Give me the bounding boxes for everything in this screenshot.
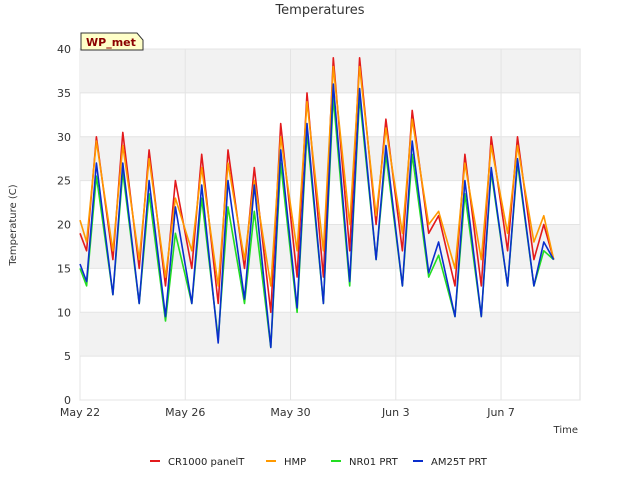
badge-label: WP_met xyxy=(86,36,136,49)
wp-met-badge: WP_met xyxy=(80,32,144,51)
legend-item: NR01 PRT xyxy=(331,457,399,468)
grid-band xyxy=(81,312,579,357)
y-tick-label: 30 xyxy=(57,131,71,144)
y-tick-label: 0 xyxy=(64,394,71,407)
legend: CR1000 panelT HMP NR01 PRT AM25T PRT xyxy=(150,457,488,468)
legend-label: HMP xyxy=(284,457,306,468)
grid-bands xyxy=(81,49,579,357)
y-tick-label: 5 xyxy=(64,350,71,363)
y-axis-label: Temperature (C) xyxy=(8,184,19,266)
x-axis-ticks: May 22 May 26 May 30 Jun 3 Jun 7 xyxy=(60,406,515,419)
y-tick-label: 10 xyxy=(57,306,71,319)
series-line-am25t-prt xyxy=(79,83,555,349)
grid-band xyxy=(81,49,579,93)
legend-label: NR01 PRT xyxy=(349,457,399,468)
legend-item: AM25T PRT xyxy=(413,457,488,468)
series-line-hmp xyxy=(79,65,555,287)
x-tick-label: May 30 xyxy=(270,406,310,419)
series-lines xyxy=(79,57,555,349)
chart-title: Temperatures xyxy=(274,3,364,18)
y-tick-label: 40 xyxy=(57,43,71,56)
legend-label: AM25T PRT xyxy=(431,457,488,468)
legend-label: CR1000 panelT xyxy=(168,457,245,468)
y-axis-ticks: 0 5 10 15 20 25 30 35 40 xyxy=(57,43,71,407)
y-tick-label: 15 xyxy=(57,262,71,275)
x-tick-label: Jun 7 xyxy=(486,406,515,419)
badge-shape xyxy=(80,32,144,51)
series-line-cr1000-panelt xyxy=(79,57,555,314)
x-tick-label: May 26 xyxy=(165,406,205,419)
x-axis-label: Time xyxy=(553,425,578,436)
legend-item: HMP xyxy=(266,457,306,468)
x-tick-label: May 22 xyxy=(60,406,100,419)
legend-item: CR1000 panelT xyxy=(150,457,245,468)
x-tick-label: Jun 3 xyxy=(381,406,410,419)
y-tick-label: 35 xyxy=(57,87,71,100)
y-tick-label: 25 xyxy=(57,175,71,188)
y-tick-label: 20 xyxy=(57,219,71,232)
